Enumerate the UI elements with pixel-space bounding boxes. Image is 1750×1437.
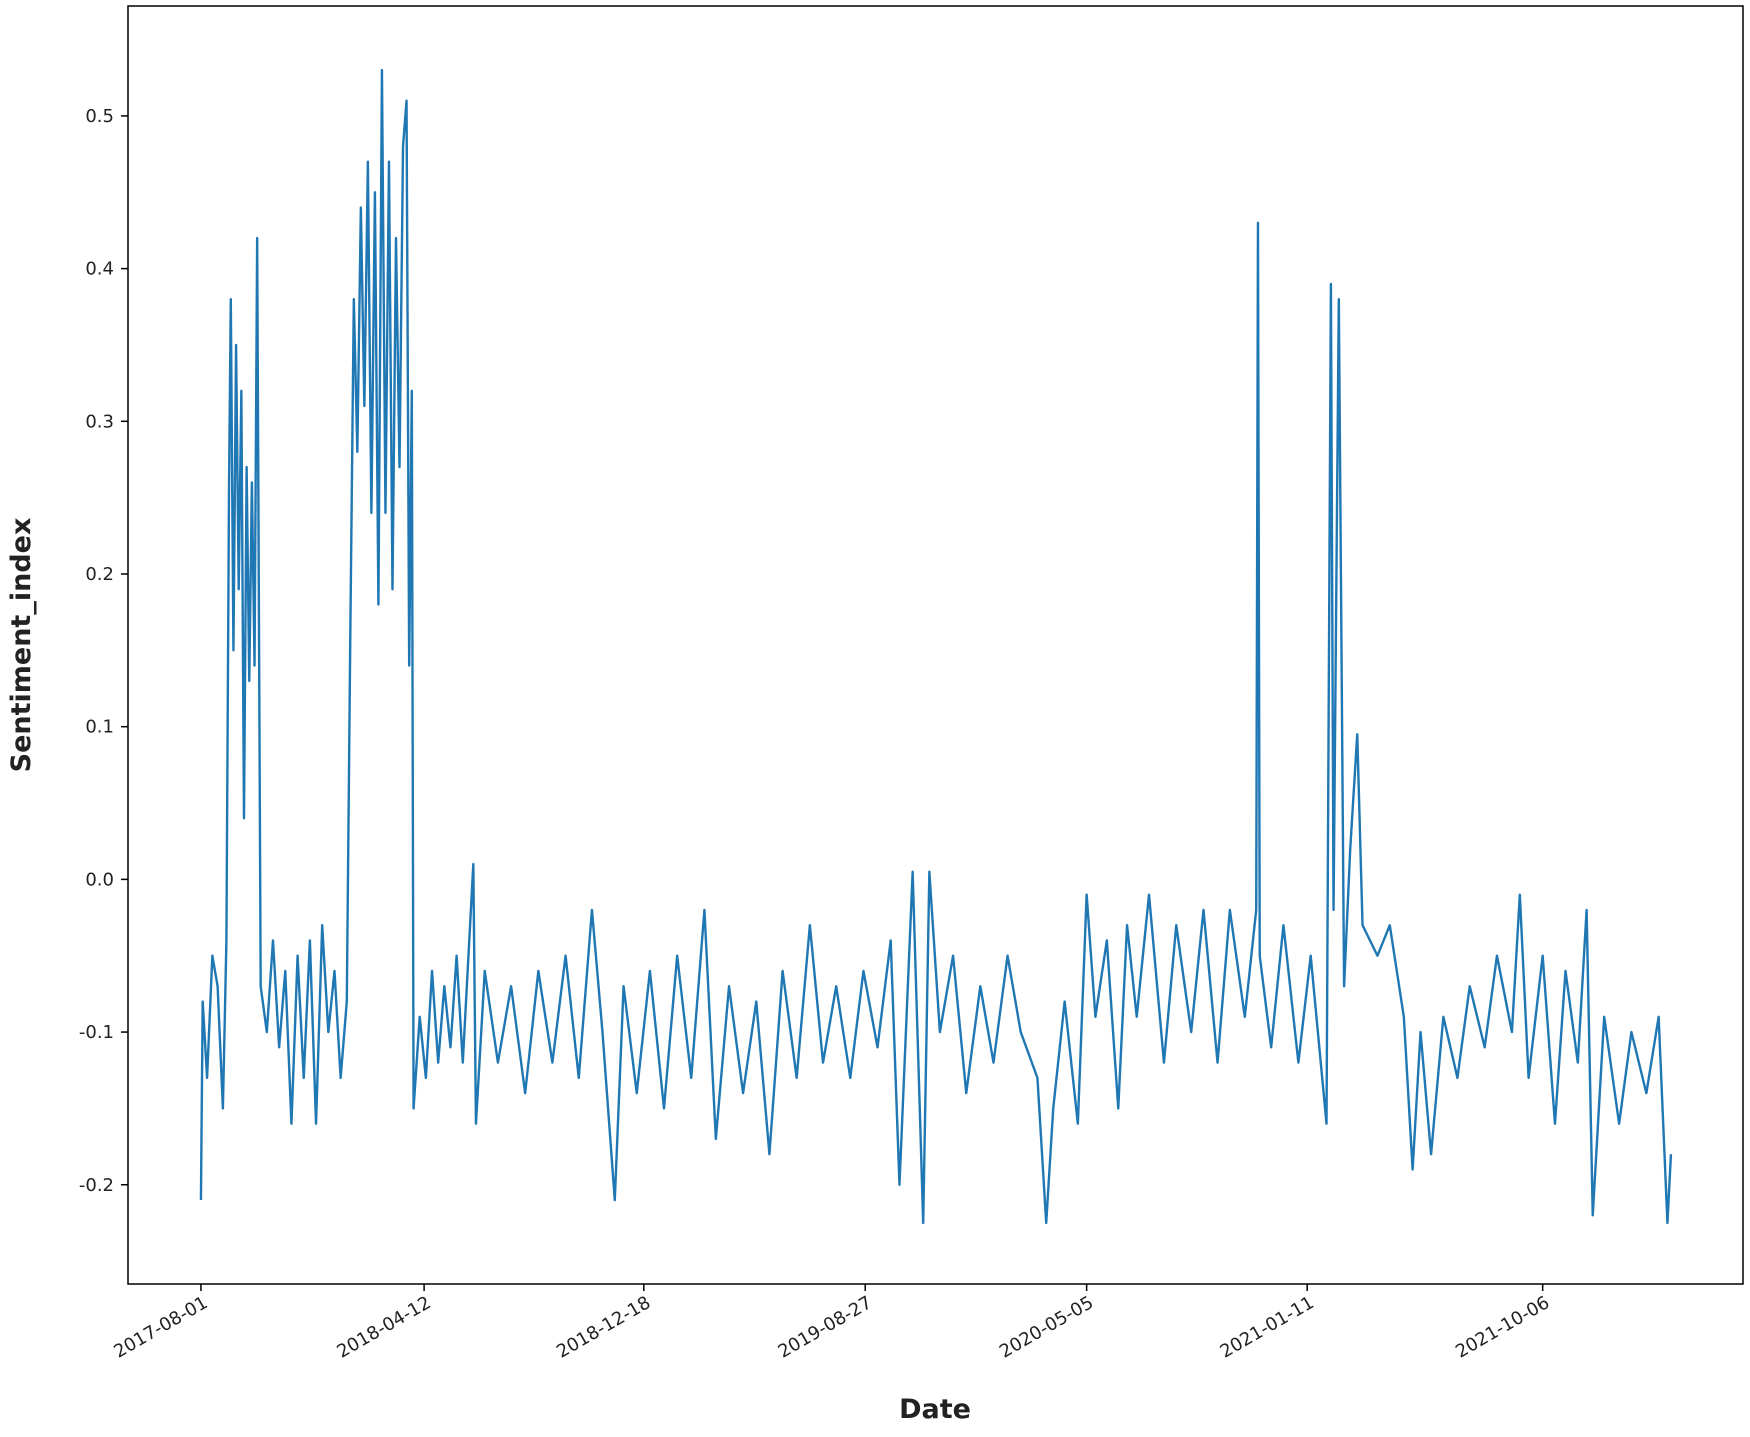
x-tick-label: 2018-12-18 [553, 1292, 654, 1362]
y-tick-label: 0.5 [85, 106, 114, 127]
data-line [199, 68, 1673, 1225]
x-tick-label: 2018-04-12 [334, 1292, 435, 1362]
y-tick-label: -0.1 [79, 1022, 114, 1043]
y-tick-label: -0.2 [79, 1175, 114, 1196]
y-axis-label: Sentiment_index [6, 518, 37, 773]
x-axis-label: Date [899, 1394, 971, 1425]
y-tick-label: 0.4 [85, 259, 114, 280]
x-tick-label: 2019-08-27 [775, 1292, 876, 1362]
x-tick-label: 2021-01-11 [1217, 1292, 1318, 1362]
x-tick-label: 2017-08-01 [110, 1292, 211, 1362]
x-tick-label: 2020-05-05 [996, 1292, 1097, 1362]
x-tick-label: 2021-10-06 [1452, 1292, 1553, 1362]
y-tick-label: 0.0 [85, 869, 114, 890]
y-tick-label: 0.2 [85, 564, 114, 585]
y-tick-label: 0.3 [85, 411, 114, 432]
plot-frame [127, 5, 1744, 1285]
y-tick-label: 0.1 [85, 717, 114, 738]
